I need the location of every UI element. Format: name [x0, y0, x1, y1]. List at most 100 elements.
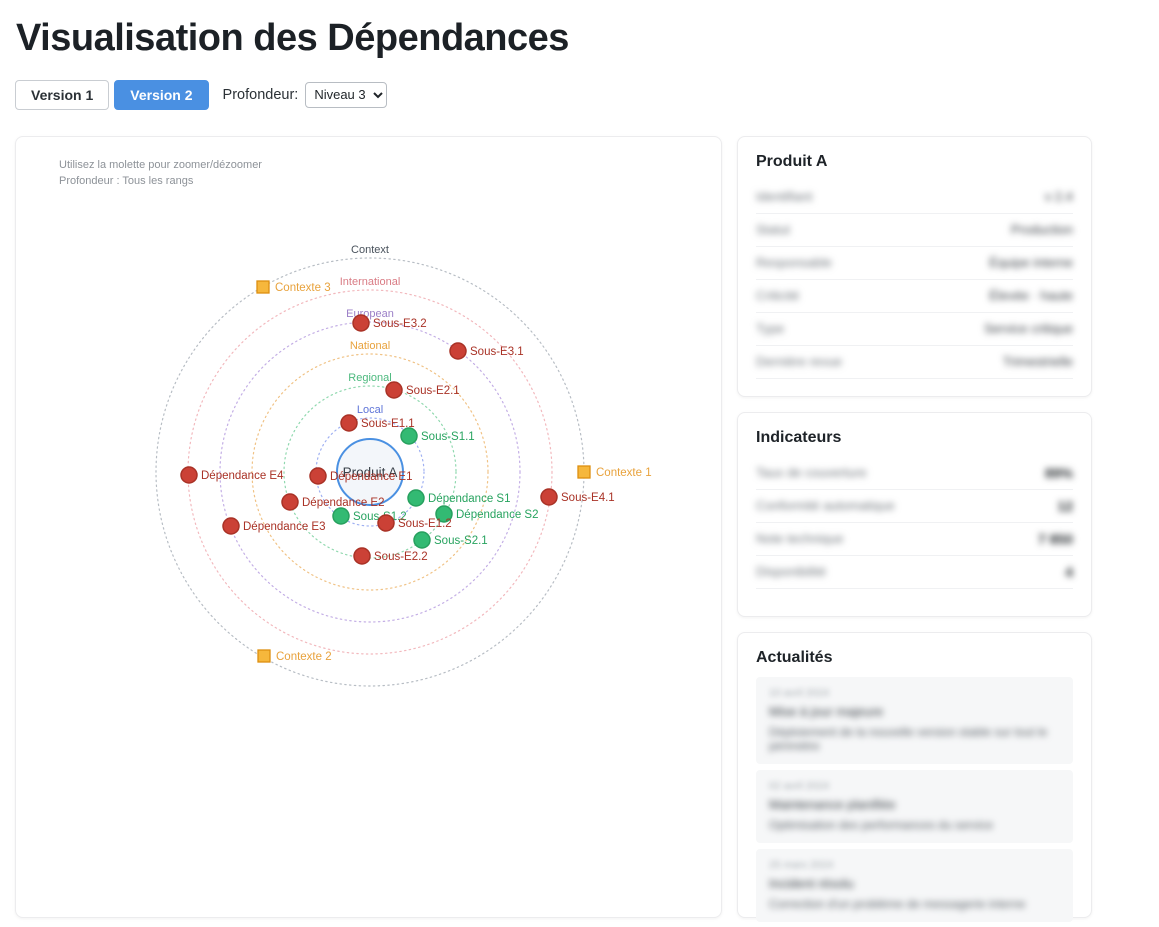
graph-node-label-d-pendance-s1: Dépendance S1 [428, 493, 510, 505]
zoom-hint-line: Utilisez la molette pour zoomer/dézoomer [59, 158, 262, 171]
news-item: 10 avril 2024 Mise à jour majeure Déploi… [756, 676, 1073, 764]
graph-node-label-contexte-3: Contexte 3 [275, 282, 331, 294]
graph-node-label-d-pendance-s2: Dépendance S2 [456, 509, 538, 521]
row-label: Taux de couverture [756, 465, 867, 481]
depth-select[interactable]: Niveau 3 [305, 81, 388, 108]
row-label: Dernière revue [756, 354, 842, 370]
graph-node-label-sous-e3-2: Sous-E3.2 [373, 318, 427, 330]
row-label: Type [756, 321, 785, 337]
dependency-graph[interactable]: LocalRegionalNationalEuropeanInternation… [16, 137, 722, 918]
graph-node-sous-s1-2[interactable] [332, 506, 350, 525]
row-label: Disponibilité [756, 564, 827, 580]
row-value: Service critique [984, 321, 1073, 337]
row-value: 4 [1065, 563, 1073, 580]
indicator-row: Taux de couverture 89% [756, 457, 1073, 490]
row-value: Équipe interne [989, 255, 1073, 271]
graph-node-contexte-2[interactable] [257, 648, 271, 663]
center-node-produit-a[interactable] [336, 437, 404, 506]
news-date: 10 avril 2024 [769, 686, 830, 699]
graph-node-sous-e2-2[interactable] [353, 546, 371, 565]
indicator-row: Disponibilité 4 [756, 556, 1073, 589]
product-row: Criticité Élevée · haute [756, 280, 1073, 313]
graph-node-d-pendance-s2[interactable] [435, 504, 453, 523]
news-title: Incident résolu [769, 875, 854, 891]
graph-node-label-contexte-2: Contexte 2 [276, 651, 332, 663]
row-label: Criticité [756, 288, 800, 304]
indicator-row: Note technique 7 850 [756, 523, 1073, 556]
news-item: 02 avril 2024 Maintenance planifiée Opti… [756, 769, 1073, 843]
graph-node-contexte-3[interactable] [256, 279, 270, 294]
graph-node-sous-e2-1[interactable] [385, 380, 403, 399]
graph-node-label-sous-e1-1: Sous-E1.1 [361, 418, 415, 430]
news-panel-title: Actualités [756, 648, 833, 666]
graph-node-label-sous-s1-1: Sous-S1.1 [421, 431, 475, 443]
toolbar: Version 1 Version 2 Profondeur: Niveau 3 [15, 79, 1144, 110]
ring-european [219, 320, 521, 623]
page-title: Visualisation des Dépendances [16, 17, 569, 59]
graph-hint: Utilisez la molette pour zoomer/dézoomer… [59, 157, 262, 189]
indicators-panel-title: Indicateurs [756, 428, 842, 446]
news-title: Mise à jour majeure [769, 703, 884, 719]
row-value: 89% [1044, 464, 1073, 481]
graph-node-sous-e4-1[interactable] [540, 487, 558, 506]
news-text: Déploiement de la nouvelle version stabl… [769, 724, 1048, 753]
news-date: 25 mars 2024 [769, 858, 834, 871]
graph-node-label-sous-e1-2: Sous-E1.2 [398, 518, 452, 530]
row-label: Note technique [756, 531, 844, 547]
news-panel: Actualités 10 avril 2024 Mise à jour maj… [737, 631, 1092, 922]
indicators-panel: Indicateurs Taux de couverture 89% Confo… [737, 411, 1092, 617]
graph-node-label-sous-s2-1: Sous-S2.1 [434, 535, 488, 547]
product-row: Dernière revue Trimestrielle [756, 346, 1073, 379]
graph-node-sous-s2-1[interactable] [413, 530, 431, 549]
product-row: Identifiant v 2.4 [756, 181, 1073, 214]
row-value: Trimestrielle [1002, 354, 1073, 370]
indicator-row: Conformité automatique 12 [756, 490, 1073, 523]
graph-node-label-contexte-1: Contexte 1 [596, 467, 652, 479]
graph-node-d-pendance-e3[interactable] [222, 516, 240, 535]
ring-label-international: International [340, 276, 401, 288]
version-2-button[interactable]: Version 2 [114, 79, 209, 110]
graph-node-sous-e3-1[interactable] [449, 341, 467, 360]
graph-node-sous-s1-1[interactable] [400, 426, 418, 445]
graph-node-sous-e3-2[interactable] [352, 313, 370, 332]
graph-node-d-pendance-e1[interactable] [309, 466, 327, 485]
graph-node-label-sous-e2-1: Sous-E2.1 [406, 385, 460, 397]
depth-hint-line: Profondeur : Tous les rangs [59, 174, 194, 187]
graph-node-label-sous-e3-1: Sous-E3.1 [470, 346, 524, 358]
graph-node-sous-e1-1[interactable] [340, 413, 358, 432]
ring-national [251, 352, 489, 591]
product-row: Statut Production [756, 214, 1073, 247]
graph-node-contexte-1[interactable] [577, 464, 591, 479]
row-value: Production [1010, 222, 1073, 238]
graph-node-label-d-pendance-e2: Dépendance E2 [302, 497, 384, 509]
news-date: 02 avril 2024 [769, 779, 830, 792]
product-row: Responsable Équipe interne [756, 247, 1073, 280]
graph-node-d-pendance-e4[interactable] [180, 465, 198, 484]
version-1-button[interactable]: Version 1 [15, 79, 110, 110]
row-label: Responsable [756, 255, 832, 271]
depth-label: Profondeur: [222, 86, 299, 103]
ring-label-local: Local [357, 404, 383, 416]
graph-node-label-d-pendance-e1: Dépendance E1 [330, 471, 412, 483]
product-panel-title: Produit A [756, 152, 828, 170]
news-title: Maintenance planifiée [769, 796, 896, 812]
product-panel: Produit A Identifiant v 2.4 Statut Produ… [737, 135, 1092, 397]
news-text: Correction d'un problème de messagerie i… [769, 896, 1026, 911]
news-text: Optimisation des performances du service [769, 817, 994, 832]
ring-label-regional: Regional [348, 372, 391, 384]
graph-node-d-pendance-s1[interactable] [407, 488, 425, 507]
row-label: Identifiant [756, 189, 813, 205]
row-value: 7 850 [1037, 530, 1073, 547]
center-node-label: Produit A [343, 465, 398, 480]
ring-label-context: Context [351, 244, 389, 256]
graph-panel: Utilisez la molette pour zoomer/dézoomer… [15, 135, 722, 918]
row-value: Élevée · haute [989, 288, 1073, 304]
row-label: Conformité automatique [756, 498, 895, 514]
product-row: Type Service critique [756, 313, 1073, 346]
graph-node-sous-e1-2[interactable] [377, 513, 395, 532]
news-item: 25 mars 2024 Incident résolu Correction … [756, 848, 1073, 922]
ring-label-national: National [350, 340, 390, 352]
graph-node-label-sous-e2-2: Sous-E2.2 [374, 551, 428, 563]
row-value: v 2.4 [1044, 189, 1073, 205]
graph-node-d-pendance-e2[interactable] [281, 492, 299, 511]
